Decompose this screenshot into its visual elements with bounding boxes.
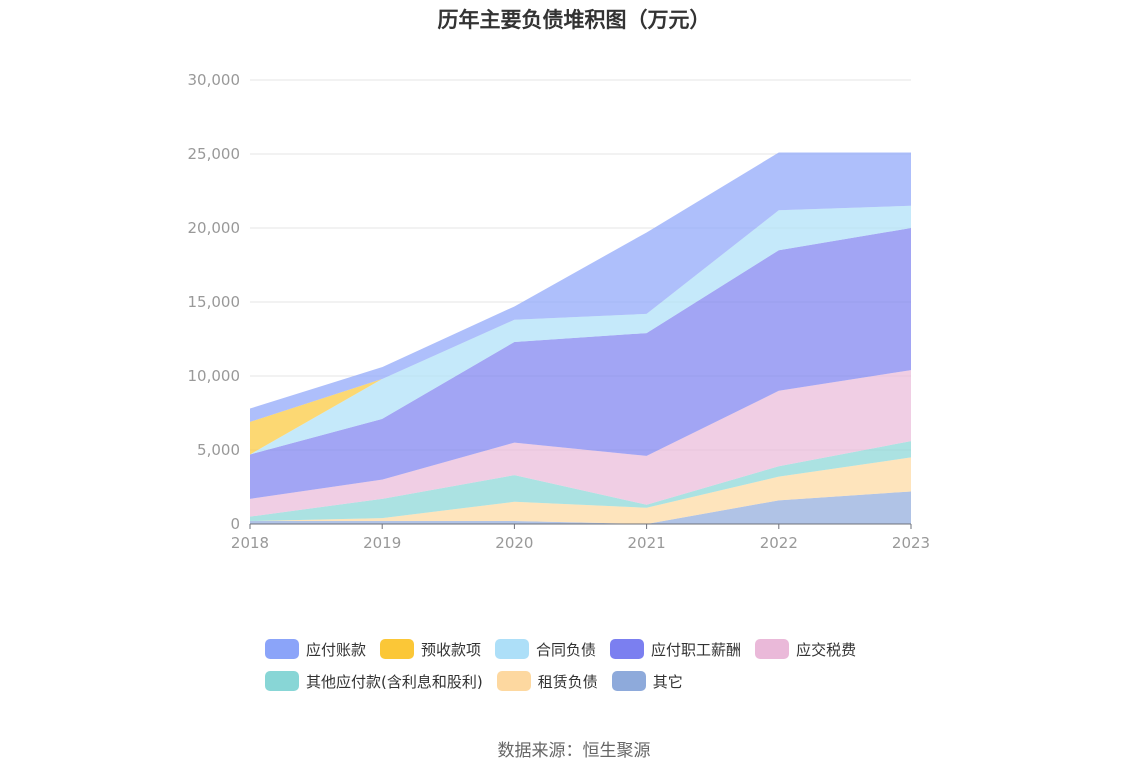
x-tick-label: 2021 xyxy=(628,534,666,552)
stacked-area-chart: 0 5,000 10,000 15,000 20,000 25,000 30,000 201… xyxy=(188,71,931,552)
x-tick-label: 2020 xyxy=(495,534,533,552)
x-tick-labels: 2018 2019 2020 2021 2022 2023 xyxy=(231,534,930,552)
chart-legend: 应付账款 预收款项 合同负债 应付职工薪酬 应交税费其他应付款(含利息和股利) 租赁负债 其… xyxy=(265,638,925,692)
legend-swatch xyxy=(265,639,299,659)
legend-label: 应付账款 xyxy=(306,640,367,659)
legend-swatch xyxy=(380,639,415,659)
legend-swatch xyxy=(265,671,299,691)
area-合同负债 xyxy=(250,205,911,455)
legend-label: 预收款项 xyxy=(421,640,482,659)
y-tick-labels: 0 5,000 10,000 15,000 20,000 25,000 30,000 xyxy=(188,71,241,533)
legend-swatch xyxy=(610,639,645,659)
y-tick-label: 10,000 xyxy=(188,367,241,385)
legend-swatch xyxy=(496,671,531,691)
area-应付账款 xyxy=(250,152,911,422)
area-应付职工薪酬 xyxy=(250,228,911,499)
legend-swatch xyxy=(495,639,530,659)
legend-swatch xyxy=(755,639,790,659)
y-tick-label: 15,000 xyxy=(188,293,241,311)
legend-item[interactable]: 预收款项 xyxy=(380,638,481,660)
legend-item[interactable]: 应付账款 xyxy=(265,638,366,660)
legend-item[interactable]: 其他应付款(含利息和股利) xyxy=(265,670,483,692)
y-tick-label: 20,000 xyxy=(188,219,241,237)
area-其它 xyxy=(250,491,911,524)
legend-item[interactable]: 租赁负债 xyxy=(496,670,598,692)
area-租赁负债 xyxy=(250,457,911,524)
y-tick-label: 5,000 xyxy=(197,441,240,459)
x-tick-label: 2019 xyxy=(363,534,401,552)
y-tick-label: 30,000 xyxy=(188,71,241,89)
x-axis xyxy=(249,523,912,529)
x-tick-label: 2022 xyxy=(760,534,798,552)
legend-item[interactable]: 应付职工薪酬 xyxy=(610,638,741,660)
legend-item[interactable]: 合同负债 xyxy=(495,638,596,660)
legend-swatch xyxy=(611,671,646,691)
x-tick-label: 2018 xyxy=(231,534,269,552)
area-series xyxy=(250,152,911,524)
chart-title: 历年主要负债堆积图（万元） xyxy=(437,8,711,32)
legend-label: 其它 xyxy=(652,672,683,691)
legend-label: 合同负债 xyxy=(536,640,597,659)
y-tick-label: 0 xyxy=(230,515,240,533)
legend-label: 租赁负债 xyxy=(537,672,598,691)
legend-label: 应交税费 xyxy=(796,640,857,659)
legend-label: 其他应付款(含利息和股利) xyxy=(306,672,483,691)
legend-item[interactable]: 其它 xyxy=(611,670,683,692)
data-source: 数据来源：恒生聚源 xyxy=(497,741,651,761)
y-tick-label: 25,000 xyxy=(188,145,241,163)
area-应交税费 xyxy=(250,370,911,517)
area-其他应付款(含利息和股利) xyxy=(250,441,911,522)
x-tick-label: 2023 xyxy=(892,534,930,552)
legend-item[interactable]: 应交税费 xyxy=(755,638,856,660)
legend-label: 应付职工薪酬 xyxy=(651,640,742,659)
